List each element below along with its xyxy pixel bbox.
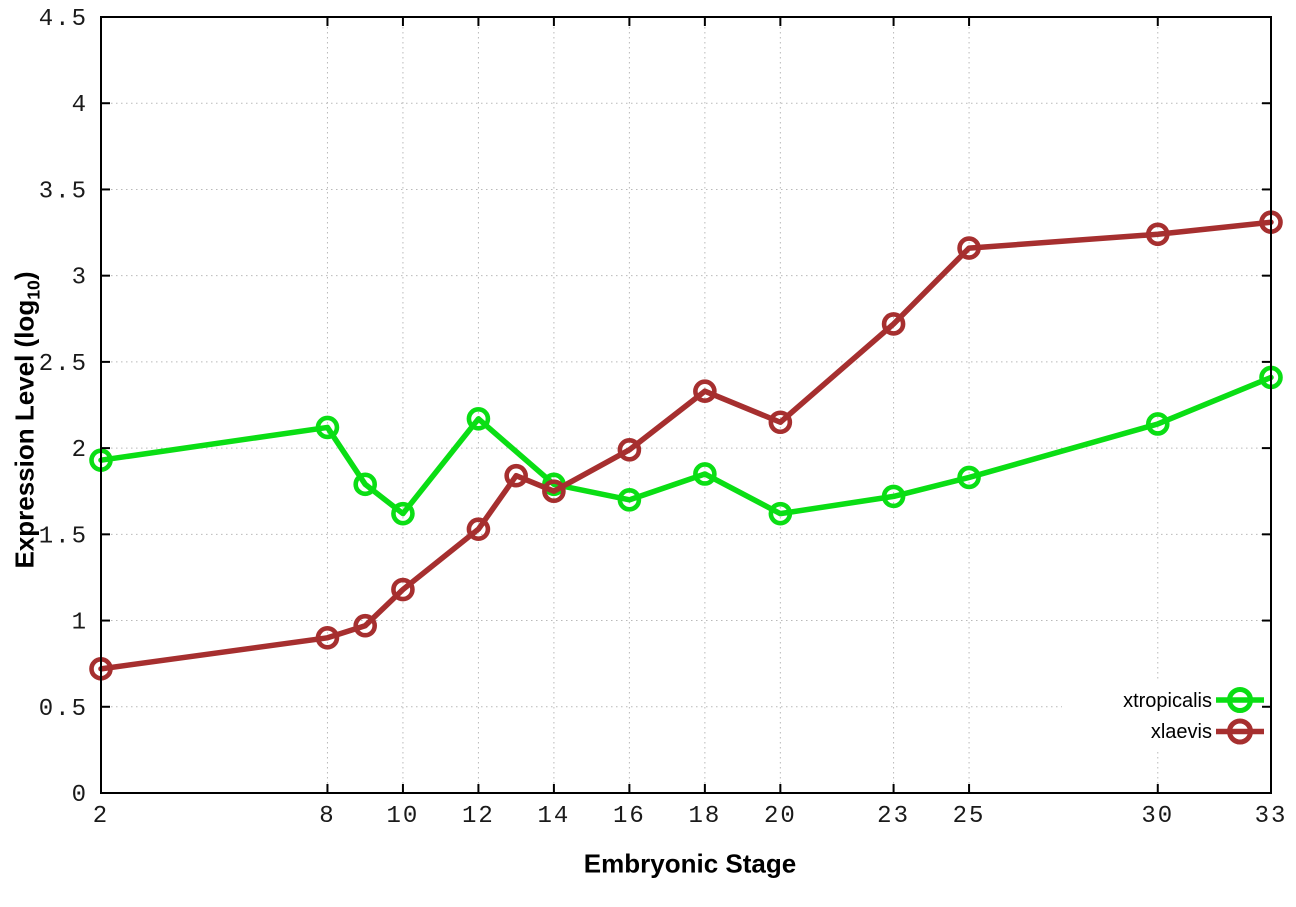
point-marker-xlaevis <box>466 517 491 541</box>
point-marker-xtropicalis <box>353 472 377 497</box>
y-tick-label: 0 <box>72 782 88 809</box>
y-axis-title-suffix: ) <box>9 271 40 281</box>
point-marker-xlaevis <box>1145 222 1170 247</box>
point-marker-xlaevis <box>693 379 717 404</box>
series-line-xtropicalis <box>98 374 1274 517</box>
point-marker-xlaevis <box>957 236 981 260</box>
y-tick-label: 2.5 <box>39 351 88 378</box>
x-tick-label: 18 <box>688 803 721 830</box>
point-marker-xlaevis <box>315 625 340 650</box>
x-tick-label: 30 <box>1141 803 1174 830</box>
point-marker-xlaevis <box>542 479 566 504</box>
x-tick-label: 33 <box>1255 803 1288 830</box>
x-tick-label: 10 <box>387 803 420 830</box>
y-tick-label: 3 <box>72 265 88 292</box>
point-marker-xlaevis <box>617 438 642 462</box>
legend-label-xlaevis: xlaevis <box>1150 721 1212 743</box>
y-tick-label: 3.5 <box>39 178 88 205</box>
x-axis-title: Embryonic Stage <box>583 848 797 879</box>
x-tick-label: 8 <box>319 803 335 830</box>
y-tick-label: 1 <box>72 610 88 637</box>
y-tick-label: 4.5 <box>39 6 88 33</box>
legend-marker-xlaevis <box>1227 718 1253 745</box>
y-tick-label: 1.5 <box>39 523 88 550</box>
point-marker-xtropicalis <box>617 488 642 512</box>
legend-label-xtropicalis: xtropicalis <box>1123 690 1212 712</box>
point-marker-xtropicalis <box>881 484 906 509</box>
point-marker-xtropicalis <box>957 465 981 490</box>
y-axis-title: Expression Level (log10) <box>9 271 44 568</box>
y-tick-label: 4 <box>72 92 88 119</box>
point-marker-xlaevis <box>504 463 528 488</box>
x-tick-label: 20 <box>764 803 797 830</box>
series-line-xlaevis <box>98 219 1274 672</box>
point-marker-xtropicalis <box>768 501 793 526</box>
legend-marker-xtropicalis <box>1227 687 1253 713</box>
point-marker-xlaevis <box>768 410 793 435</box>
point-marker-xtropicalis <box>466 406 491 431</box>
point-marker-xtropicalis <box>693 462 717 486</box>
x-tick-label: 16 <box>613 803 646 830</box>
x-tick-label: 12 <box>462 803 495 830</box>
point-marker-xtropicalis <box>315 415 340 440</box>
y-tick-label: 2 <box>72 437 88 464</box>
x-tick-label: 14 <box>537 803 570 830</box>
point-marker-xlaevis <box>881 312 906 336</box>
x-tick-label: 2 <box>93 803 109 830</box>
y-tick-label: 0.5 <box>39 696 88 723</box>
point-marker-xlaevis <box>391 577 415 602</box>
plot-border <box>100 16 1272 794</box>
point-marker-xtropicalis <box>391 501 415 526</box>
point-marker-xtropicalis <box>1145 412 1170 436</box>
y-axis-title-text: Expression Level (log <box>9 299 40 569</box>
point-marker-xlaevis <box>353 613 377 638</box>
legend-box <box>1062 680 1262 751</box>
x-tick-label: 23 <box>877 803 910 830</box>
y-axis-title-subscript: 10 <box>23 280 44 300</box>
x-tick-label: 25 <box>953 803 986 830</box>
